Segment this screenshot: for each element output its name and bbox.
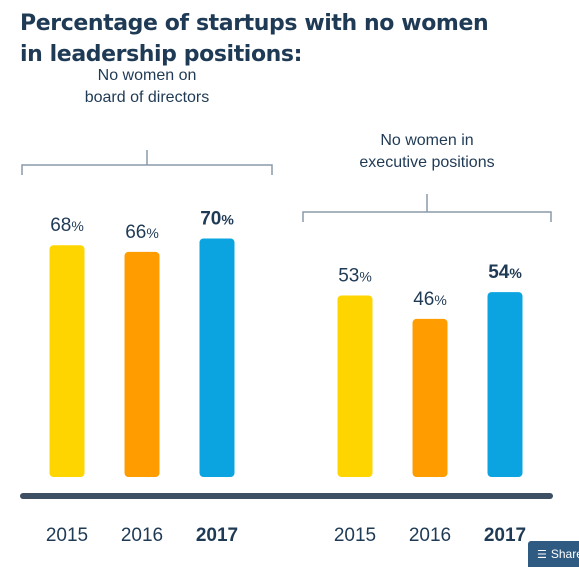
group-bracket (302, 194, 552, 222)
bar (337, 295, 373, 477)
layers-icon: ☰ (537, 549, 547, 561)
share-button[interactable]: ☰Share (528, 541, 579, 567)
x-tick-label: 2016 (121, 525, 163, 546)
x-axis-baseline (20, 493, 553, 499)
group-label: executive positions (359, 154, 494, 171)
x-tick-label: 2017 (484, 525, 526, 546)
bar-value-label: 46% (413, 289, 447, 310)
bar (49, 245, 85, 477)
group-label: No women on (98, 67, 197, 84)
bar (124, 251, 160, 477)
share-label: Share (550, 547, 579, 561)
x-tick-label: 2017 (196, 525, 238, 546)
group-bracket (21, 150, 273, 175)
x-tick-label: 2015 (46, 525, 88, 546)
bar-value-label: 54% (488, 262, 522, 283)
bar (487, 292, 523, 477)
x-tick-label: 2015 (334, 525, 376, 546)
group-label: No women in (380, 132, 473, 149)
chart-title-line-2: in leadership positions: (20, 42, 303, 67)
chart-title-line-1: Percentage of startups with no women (20, 11, 489, 36)
bar-value-label: 68% (50, 215, 84, 236)
chart-title: Percentage of startups with no women in … (20, 8, 489, 70)
bar-value-label: 66% (125, 222, 159, 243)
bar (412, 318, 448, 477)
group-label: board of directors (85, 89, 210, 106)
bar-value-label: 53% (338, 265, 372, 286)
x-tick-label: 2016 (409, 525, 451, 546)
bar (199, 238, 235, 477)
bar-value-label: 70% (200, 209, 234, 230)
